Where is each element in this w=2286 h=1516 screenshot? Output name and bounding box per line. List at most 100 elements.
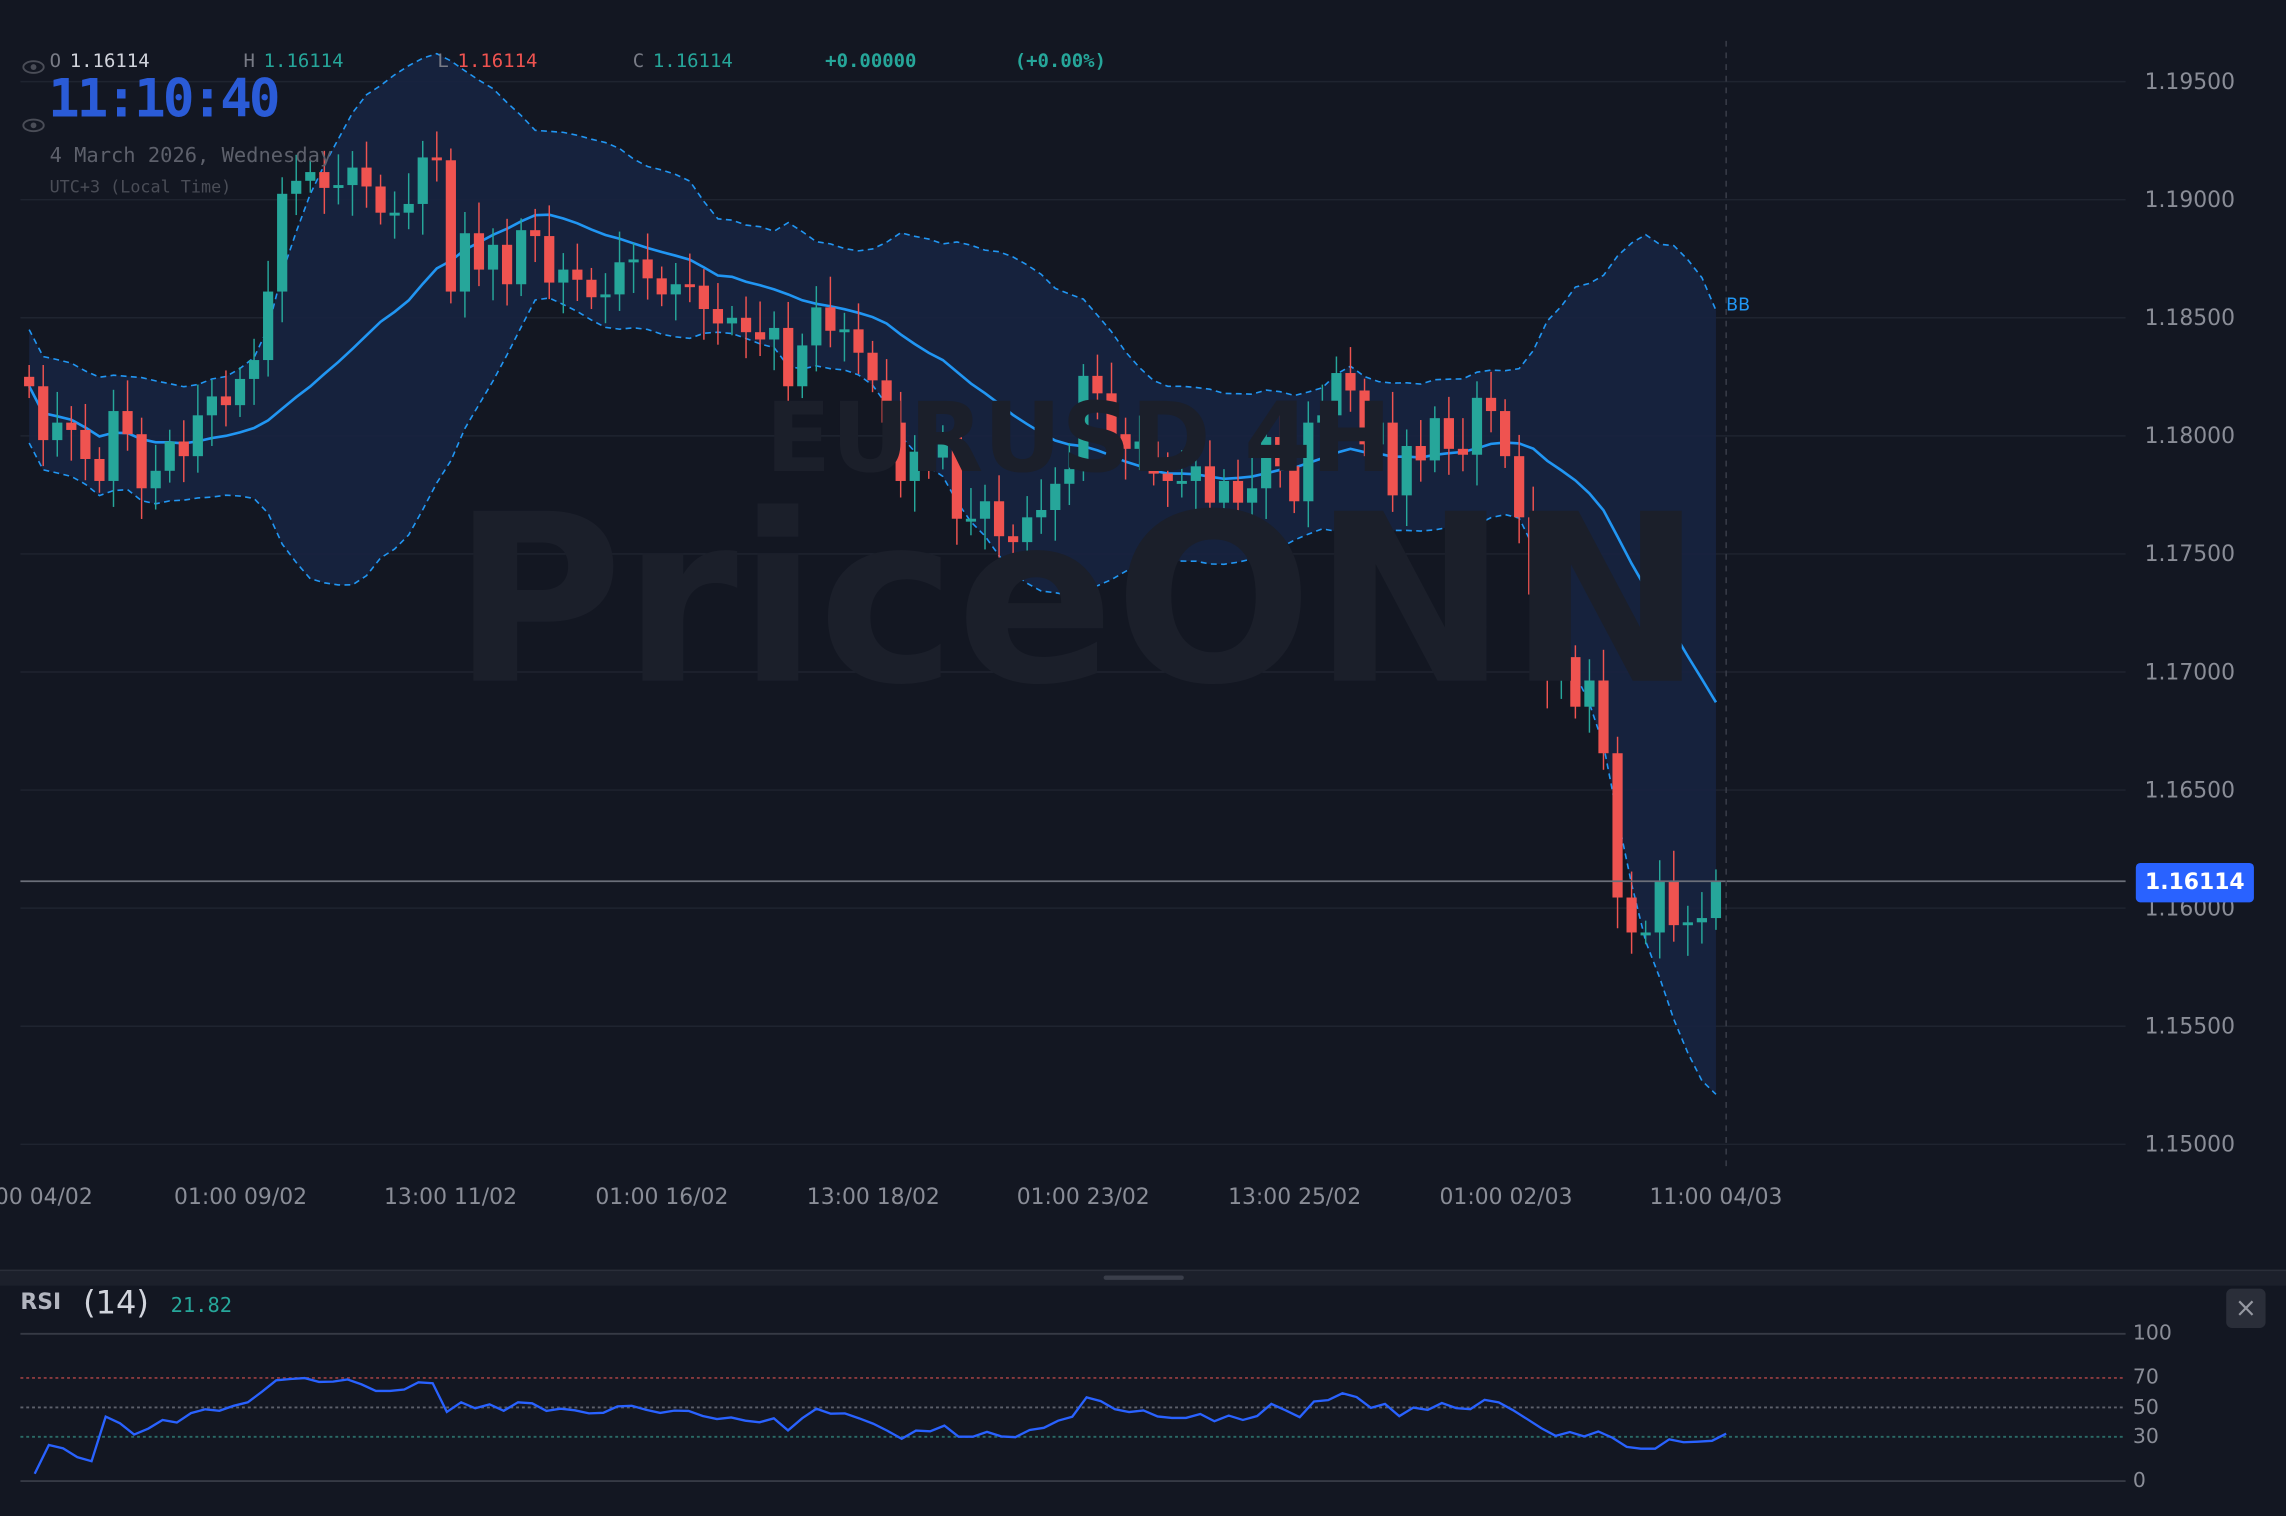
candle	[1078, 364, 1089, 481]
candle	[52, 391, 63, 457]
candle-body	[38, 386, 49, 441]
candle	[937, 425, 948, 470]
candle-body	[403, 203, 414, 213]
candle-body	[1570, 657, 1581, 707]
bollinger-label: BB	[1726, 294, 1751, 315]
candle-body	[797, 345, 808, 387]
candle-body	[1022, 517, 1033, 543]
candle-body	[558, 269, 569, 283]
candle-body	[853, 329, 864, 353]
candle-body	[1710, 881, 1722, 919]
candle	[783, 301, 794, 408]
candle-body	[263, 291, 274, 361]
close-rsi-button[interactable]: ×	[2226, 1288, 2266, 1328]
bollinger-upper	[28, 52, 1717, 397]
candle-body	[305, 172, 316, 181]
candle-body	[94, 458, 105, 481]
candle-body	[783, 327, 794, 387]
candle-body	[895, 422, 906, 481]
candle	[1359, 378, 1370, 457]
candle	[1612, 736, 1623, 929]
price-chart[interactable]	[0, 0, 2286, 1268]
candle-body	[445, 160, 456, 292]
candle-body	[1528, 517, 1539, 595]
candle	[192, 384, 203, 473]
candle	[684, 253, 695, 303]
candle	[248, 338, 260, 405]
candle	[1120, 417, 1131, 480]
candle-body	[1696, 918, 1707, 923]
candle-body	[1261, 437, 1272, 489]
candle-body	[1584, 680, 1595, 707]
candle-body	[1654, 881, 1665, 933]
candle	[642, 233, 653, 300]
time-tick-label: 13:00 11/02	[383, 1183, 517, 1210]
candle	[206, 379, 217, 447]
candle-body	[811, 307, 822, 346]
candle-body	[361, 167, 372, 187]
candle	[586, 267, 597, 310]
candle	[375, 174, 386, 225]
timezone-label: UTC+3 (Local Time)	[49, 176, 232, 197]
candle	[516, 218, 527, 297]
candle-body	[628, 259, 639, 263]
low-label: L	[437, 51, 449, 73]
candle	[600, 273, 611, 324]
resize-handle[interactable]	[1103, 1275, 1184, 1280]
candle	[122, 380, 133, 451]
candle	[1710, 869, 1722, 930]
eye-icon[interactable]	[22, 60, 45, 75]
candle-body	[389, 212, 400, 216]
candle	[628, 242, 639, 293]
candle-body	[1556, 657, 1567, 678]
candle	[94, 447, 105, 493]
candle-body	[1275, 437, 1286, 467]
candle	[839, 312, 850, 362]
candle	[1050, 467, 1061, 541]
candle-body	[698, 285, 709, 310]
candle	[909, 435, 920, 512]
candle-body	[1134, 441, 1145, 449]
candle	[38, 365, 49, 467]
candle	[1415, 420, 1426, 482]
rsi-value: 21.82	[170, 1294, 233, 1318]
candle-body	[586, 279, 597, 298]
candle	[1036, 479, 1047, 534]
candle	[1485, 371, 1497, 433]
candle	[656, 266, 667, 307]
candle-body	[769, 327, 780, 340]
date-label: 4 March 2026, Wednesday	[49, 144, 333, 168]
eye-icon[interactable]	[22, 118, 45, 133]
candle	[1246, 457, 1258, 520]
candle	[1232, 459, 1244, 529]
candle-body	[684, 284, 695, 288]
candle	[530, 208, 541, 263]
candle-body	[473, 233, 485, 270]
ohlc-low: L 1.16114	[437, 51, 537, 73]
ohlc-high: H 1.16114	[243, 51, 343, 73]
candle	[811, 286, 822, 372]
change-value: +0.00000	[825, 51, 917, 73]
candle-body	[24, 376, 35, 387]
candle-body	[1499, 411, 1511, 457]
time-tick-label: 01:00 23/02	[1016, 1183, 1150, 1210]
candle	[1373, 401, 1384, 471]
candle-body	[192, 415, 203, 457]
candle	[473, 202, 485, 287]
high-value: 1.16114	[263, 51, 344, 73]
candle	[979, 484, 991, 550]
ohlc-open: O 1.16114	[50, 51, 150, 73]
candle-body	[712, 309, 724, 324]
candle-body	[825, 307, 836, 331]
candle-body	[291, 180, 302, 194]
candle-body	[1514, 456, 1525, 518]
candle-body	[136, 434, 147, 489]
time-tick-label: 01:00 04/02	[0, 1183, 93, 1210]
candle-body	[881, 380, 892, 423]
candle-body	[923, 451, 934, 458]
rsi-tick-label: 0	[2132, 1469, 2146, 1493]
candle	[291, 154, 302, 216]
low-value: 1.16114	[457, 51, 538, 73]
